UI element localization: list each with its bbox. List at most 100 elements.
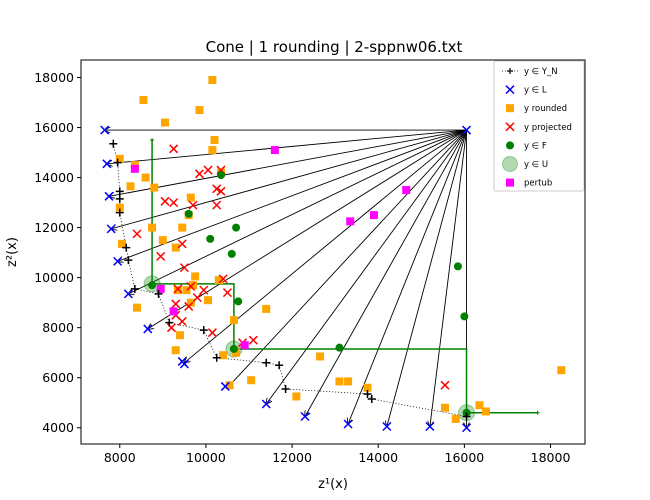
y-tick-label: 10000 bbox=[34, 270, 74, 285]
projected-point bbox=[169, 144, 179, 154]
feasible-point bbox=[460, 312, 469, 321]
y-tick-label: 12000 bbox=[34, 220, 74, 235]
rounded-point bbox=[225, 381, 234, 390]
pertub-point bbox=[369, 211, 378, 220]
plot-frame bbox=[80, 59, 586, 445]
projected-point bbox=[132, 229, 142, 239]
rounded-point bbox=[148, 223, 157, 232]
lower-point bbox=[425, 421, 435, 432]
rounded-point bbox=[141, 173, 150, 182]
rounded-point bbox=[451, 414, 460, 423]
chart-title: Cone | 1 rounding | 2-sppnw06.txt bbox=[206, 38, 463, 56]
rounded-point bbox=[210, 136, 219, 145]
legend-yn-marker bbox=[507, 68, 513, 74]
feasible-point bbox=[453, 262, 462, 271]
lower-point bbox=[123, 289, 133, 299]
yn-point bbox=[115, 208, 124, 217]
pertub-point bbox=[130, 164, 139, 173]
projected-point bbox=[212, 200, 222, 210]
rounded-point bbox=[171, 243, 180, 252]
legend: y ∈ Y_Ny ∈ L y rounded y projected y ∈ F y ∈… bbox=[493, 60, 585, 192]
yn-point bbox=[109, 139, 118, 148]
cone-ray bbox=[107, 129, 467, 164]
legend-box bbox=[493, 60, 585, 192]
projected-point bbox=[218, 274, 228, 284]
pertub-point bbox=[402, 186, 411, 195]
lower-point bbox=[382, 421, 392, 432]
lower-point bbox=[100, 125, 110, 135]
rounded-point bbox=[208, 76, 217, 85]
rounded-point bbox=[316, 352, 325, 361]
lower-point bbox=[462, 125, 472, 135]
rounded-point bbox=[186, 193, 195, 202]
rounded-point bbox=[363, 383, 372, 392]
feasible-point bbox=[229, 344, 238, 353]
feasible-point bbox=[217, 171, 225, 180]
lower-point bbox=[106, 224, 116, 234]
rounded-point bbox=[171, 346, 180, 355]
rounded-point bbox=[173, 286, 182, 295]
rounded-point bbox=[208, 146, 217, 155]
y-axis-title: z²(x) bbox=[5, 237, 20, 267]
lower-point bbox=[300, 411, 310, 422]
yn-point bbox=[115, 187, 124, 196]
rounded-point bbox=[335, 377, 344, 386]
projected-point bbox=[186, 281, 196, 291]
y-tick-label: 4000 bbox=[42, 420, 74, 435]
cone-ray bbox=[148, 129, 467, 329]
lower-point bbox=[104, 191, 114, 201]
feasible-point bbox=[335, 343, 344, 352]
rounded-point bbox=[229, 316, 238, 325]
yn-point bbox=[113, 158, 122, 167]
legend-label-pertub: pertub bbox=[524, 179, 552, 189]
legend-label-feasible: y ∈ F bbox=[524, 141, 547, 151]
rounded-point bbox=[195, 106, 204, 115]
rounded-point bbox=[133, 303, 141, 312]
cone-ray bbox=[227, 129, 467, 388]
rounded-point bbox=[178, 223, 187, 232]
cone-ray bbox=[266, 129, 467, 404]
cone-ray bbox=[118, 129, 467, 261]
rounded-point bbox=[441, 403, 449, 412]
legend-lower-marker bbox=[505, 85, 515, 95]
projected-point bbox=[207, 328, 217, 338]
projected-point bbox=[216, 186, 226, 196]
x-tick-label: 8000 bbox=[104, 450, 136, 465]
rounded-point bbox=[557, 366, 566, 375]
rounded-point bbox=[214, 276, 223, 285]
cone-ray bbox=[109, 129, 467, 196]
projected-point bbox=[177, 316, 187, 326]
lower-point bbox=[462, 423, 472, 433]
pertub-point bbox=[346, 217, 355, 226]
lower-point bbox=[179, 359, 189, 369]
rounded-point bbox=[232, 348, 241, 357]
legend-label-rounded: y rounded bbox=[524, 104, 567, 114]
legend-projected-marker bbox=[505, 122, 515, 132]
projected-point bbox=[169, 198, 179, 208]
yn-point bbox=[275, 361, 284, 370]
yn-point bbox=[115, 194, 124, 203]
x-tick-label: 12000 bbox=[272, 450, 312, 465]
cone-ray bbox=[430, 129, 467, 426]
rounded-point bbox=[182, 286, 191, 295]
legend-label-upper: y ∈ U bbox=[524, 160, 548, 170]
rounded-point bbox=[150, 183, 159, 192]
cone-ray bbox=[111, 129, 467, 229]
y-tick-label: 16000 bbox=[34, 120, 74, 135]
cone-ray bbox=[305, 129, 467, 416]
x-axis-title: z¹(x) bbox=[318, 477, 348, 492]
projected-point bbox=[192, 293, 202, 303]
pertub-point bbox=[156, 284, 165, 293]
rounded-point bbox=[204, 296, 213, 305]
legend-label-lower: y ∈ L bbox=[524, 86, 547, 96]
projected-point bbox=[160, 196, 170, 206]
rounded-point bbox=[475, 401, 484, 410]
legend-label-projected: y projected bbox=[524, 123, 572, 133]
yn-point bbox=[130, 284, 139, 293]
rounded-point bbox=[481, 407, 490, 416]
staircase-end-marker bbox=[150, 138, 155, 143]
lower-point bbox=[102, 159, 112, 169]
projected-point bbox=[156, 251, 166, 261]
cone-ray bbox=[348, 129, 467, 424]
staircase-end-marker bbox=[535, 410, 540, 415]
